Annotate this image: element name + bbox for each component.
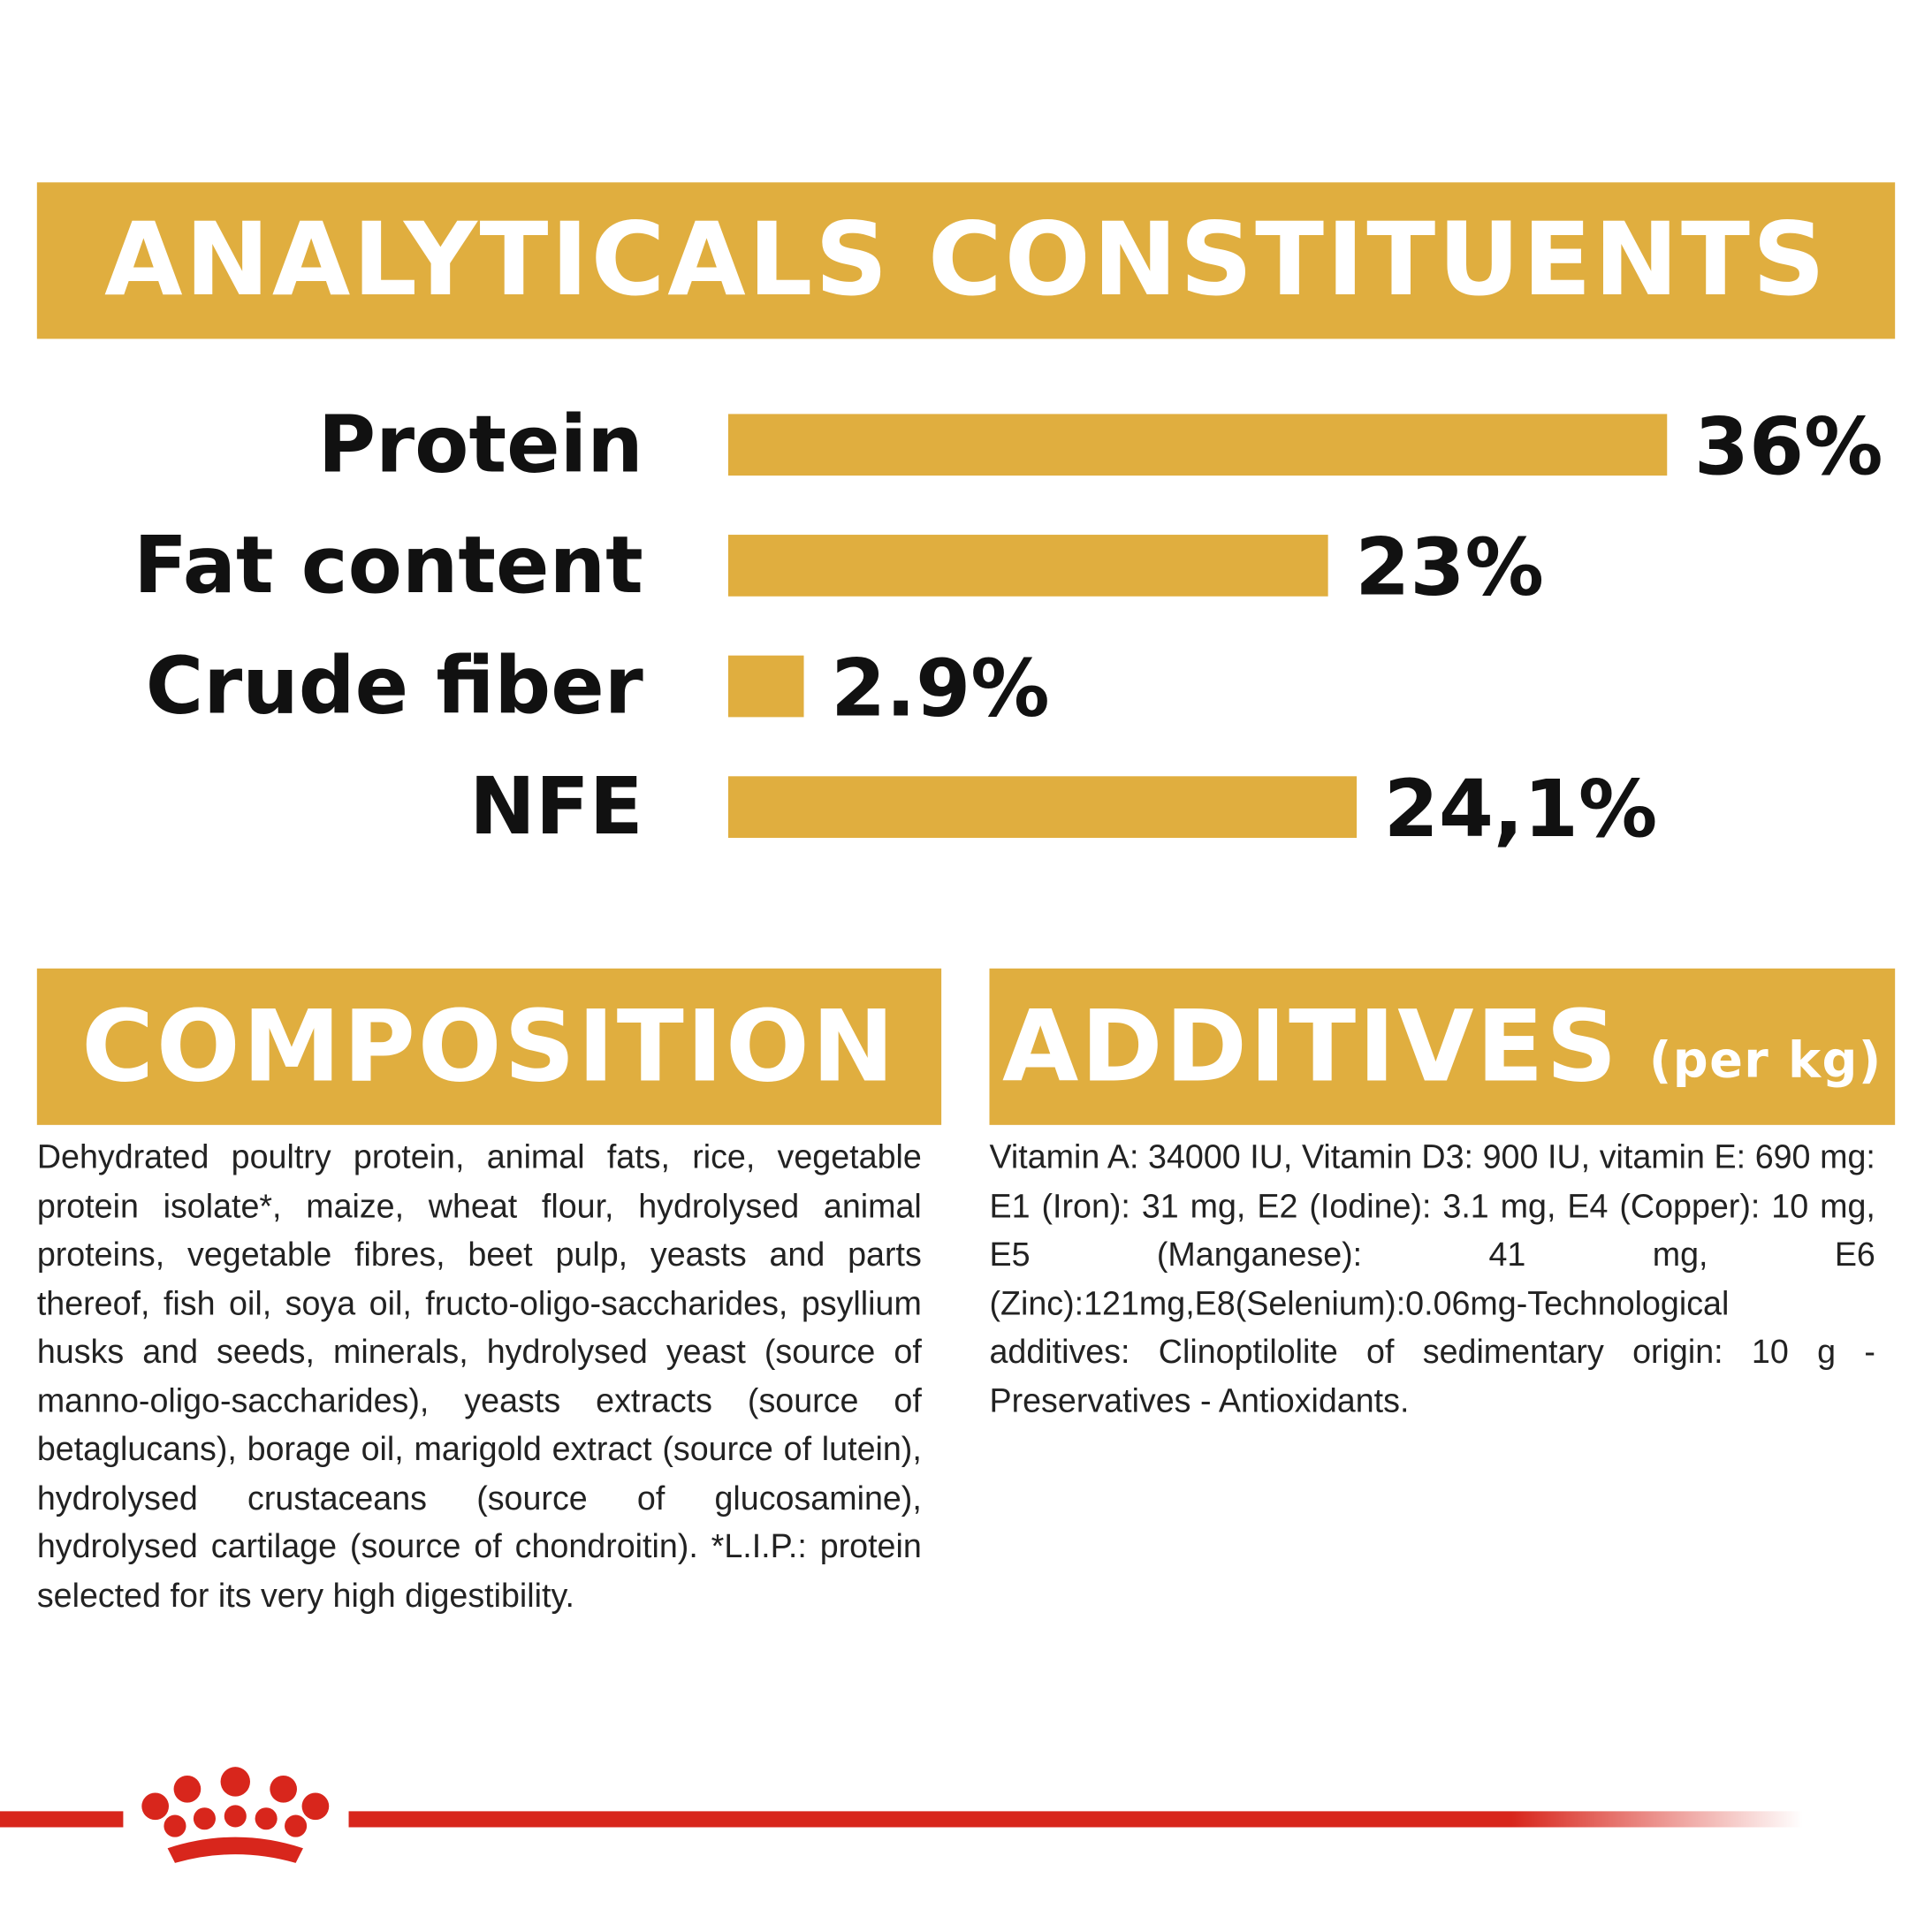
additives-title: ADDITIVES	[1001, 989, 1620, 1105]
crown	[141, 1767, 330, 1863]
category-label: Protein	[318, 399, 643, 491]
additives-subtitle: (per kg)	[1648, 1031, 1883, 1089]
bar	[727, 776, 1358, 839]
bar	[727, 414, 1668, 476]
red-line	[0, 1811, 124, 1828]
composition-band: COMPOSITION	[36, 968, 942, 1125]
composition-title: COMPOSITION	[81, 989, 897, 1105]
additives-text: Vitamin A: 34000 IU, Vitamin D3: 900 IU,…	[989, 1138, 1875, 1419]
value-label: 2.9%	[831, 643, 1049, 734]
category-label: NFE	[469, 761, 643, 853]
composition-text: Dehydrated poultry protein, animal fats,…	[36, 1138, 922, 1614]
red-line	[348, 1811, 1803, 1828]
value-label: 36%	[1694, 401, 1883, 493]
value-label: 23%	[1355, 522, 1544, 614]
category-label: Crude fiber	[146, 641, 643, 733]
footer-logo	[0, 1767, 1803, 1863]
title-band: ANALYTICALS CONSTITUENTS	[36, 182, 1896, 339]
category-label: Fat content	[133, 520, 643, 612]
chart-title: ANALYTICALS CONSTITUENTS	[104, 202, 1828, 320]
bar	[727, 535, 1328, 597]
value-label: 24,1%	[1384, 764, 1658, 856]
chart: Protein 36% Fat content 23% Crude fiber 2.9% N…	[133, 399, 1883, 856]
bar	[727, 655, 804, 718]
additives-band: ADDITIVES (per kg)	[989, 968, 1896, 1125]
